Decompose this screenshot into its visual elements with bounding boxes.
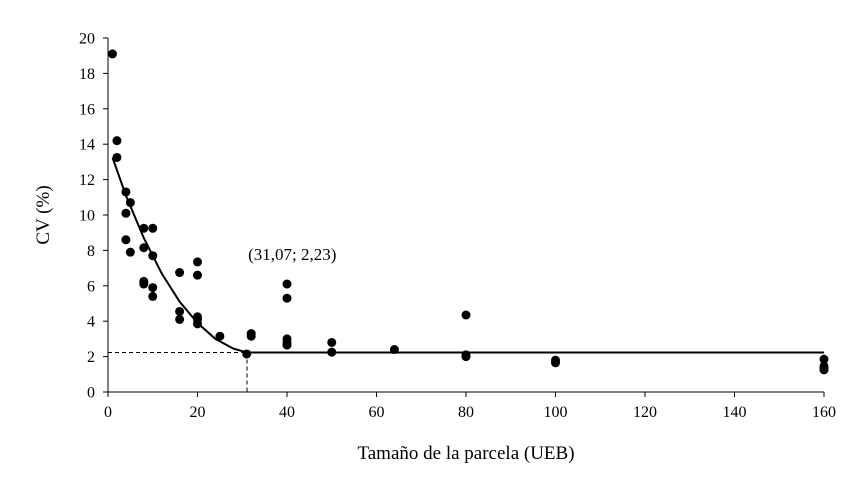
data-point [461, 352, 471, 362]
data-point [551, 358, 560, 368]
data-point [139, 223, 149, 233]
fit-curve-group [111, 157, 824, 354]
x-tick-label: 120 [633, 404, 657, 421]
data-point [819, 354, 829, 364]
x-tick-label: 40 [279, 404, 295, 421]
data-point [125, 198, 135, 208]
x-tick-label: 80 [458, 404, 474, 421]
data-point [121, 208, 131, 218]
y-tick-label: 6 [87, 278, 95, 295]
data-point [215, 331, 225, 341]
plateau-annotation: (31,07; 2,23) [248, 245, 336, 264]
data-point [175, 268, 185, 278]
x-axis-label: Tamaño de la parcela (UEB) [357, 443, 574, 464]
y-tick-label: 10 [79, 208, 95, 225]
y-tick-label: 18 [79, 66, 95, 83]
data-point [125, 247, 135, 257]
data-point [148, 291, 158, 301]
data-point [148, 283, 158, 293]
data-point [175, 306, 185, 316]
data-point [112, 152, 122, 162]
data-point [282, 279, 292, 289]
data-point [121, 235, 131, 245]
data-point [389, 345, 399, 355]
y-tick-label: 14 [79, 137, 95, 154]
data-point [121, 187, 131, 197]
fit-curve [111, 157, 824, 354]
x-tick-label: 160 [812, 404, 836, 421]
data-point [282, 340, 292, 350]
data-point [193, 270, 202, 280]
data-point [139, 243, 149, 253]
y-tick-label: 4 [87, 314, 95, 331]
data-point [148, 223, 158, 233]
y-tick-labels: 0 2 4 6 8 10 12 14 16 18 20 [79, 31, 108, 402]
data-point [193, 257, 202, 267]
data-point [461, 310, 471, 320]
data-point [148, 251, 158, 261]
data-point [246, 331, 256, 341]
data-point [242, 349, 252, 359]
y-axis-label: CV (%) [33, 185, 54, 244]
x-tick-label: 100 [544, 404, 568, 421]
y-tick-label: 16 [79, 101, 95, 118]
x-tick-label: 20 [190, 404, 206, 421]
x-tick-label: 0 [104, 404, 112, 421]
y-tick-label: 12 [79, 172, 95, 189]
x-tick-label: 60 [369, 404, 385, 421]
y-tick-label: 20 [79, 31, 95, 48]
y-tick-label: 2 [87, 349, 95, 366]
data-point [112, 136, 122, 146]
data-point [327, 347, 337, 357]
y-tick-label: 0 [87, 385, 95, 402]
guide-lines [108, 352, 248, 392]
data-point [282, 293, 292, 303]
data-point [819, 365, 829, 375]
data-points [107, 49, 829, 375]
data-point [193, 319, 202, 329]
x-tick-label: 140 [723, 404, 747, 421]
data-point [107, 49, 117, 59]
data-point [327, 337, 337, 347]
x-tick-labels: 0 20 40 60 80 100 120 140 160 [104, 392, 836, 421]
data-point [175, 314, 185, 324]
data-point [139, 279, 149, 289]
y-tick-label: 8 [87, 243, 95, 260]
